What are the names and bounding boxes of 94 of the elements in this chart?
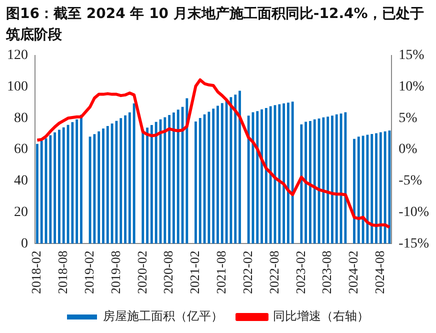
x-tick-label: 2020-02 <box>134 250 150 294</box>
bar <box>326 116 330 244</box>
x-tick-label: 2021-08 <box>214 250 229 294</box>
bar <box>93 134 96 244</box>
bar <box>370 134 374 244</box>
bar <box>362 136 364 244</box>
bar <box>286 102 290 244</box>
bar <box>264 108 268 244</box>
bar <box>54 132 56 244</box>
bar <box>234 94 237 244</box>
bar <box>132 103 136 244</box>
bar <box>220 103 224 244</box>
x-tick-label: 2024-08 <box>372 250 388 294</box>
y2-tick-label: 10% <box>398 79 425 94</box>
y-tick-label: 80 <box>14 110 28 126</box>
y-tick-label: 100 <box>7 79 28 94</box>
bar <box>269 106 272 244</box>
bar <box>366 134 369 244</box>
bar <box>80 114 82 244</box>
bar <box>71 122 74 244</box>
x-tick-label: 2022-02 <box>240 250 255 294</box>
y2-tick-label: 5% <box>398 110 418 126</box>
bar <box>247 116 250 244</box>
bar <box>168 115 171 244</box>
bar <box>62 127 65 244</box>
x-tick-label: 2024-02 <box>346 250 361 294</box>
bar <box>88 136 92 244</box>
bar <box>106 126 109 244</box>
y2-tick-label: 0% <box>398 142 418 158</box>
bar <box>164 117 166 244</box>
bar <box>154 122 158 244</box>
legend-label: 同比增速（右轴） <box>273 309 369 324</box>
y2-tick-label: 15% <box>398 48 425 64</box>
bar <box>172 112 175 244</box>
y2-tick-label: -10% <box>398 204 430 220</box>
bar <box>49 135 52 244</box>
bar <box>208 112 210 244</box>
bar <box>128 112 131 244</box>
bar <box>194 121 197 244</box>
bar <box>225 100 228 244</box>
bar <box>344 112 347 244</box>
x-tick-label: 2020-08 <box>160 250 176 294</box>
bar <box>230 97 232 244</box>
bar <box>120 118 122 244</box>
bar <box>313 119 316 244</box>
bar <box>150 125 153 244</box>
bar <box>353 138 356 244</box>
y2-tick-label: -15% <box>398 236 430 252</box>
x-tick-label: 2019-02 <box>81 250 96 294</box>
y2-tick-label: -5% <box>398 174 422 189</box>
bar <box>291 102 294 244</box>
bar <box>256 111 259 244</box>
x-tick-label: 2019-08 <box>108 250 123 294</box>
bar <box>98 131 100 244</box>
bar <box>176 110 180 244</box>
bar <box>260 109 263 244</box>
bar <box>102 128 104 244</box>
bar <box>357 136 360 244</box>
bar <box>331 116 334 244</box>
bar <box>375 133 378 244</box>
bar <box>379 132 382 244</box>
x-tick-label: 2018-08 <box>55 250 70 294</box>
bar <box>186 98 188 244</box>
x-tick-label: 2023-02 <box>292 250 308 294</box>
bar <box>198 118 202 244</box>
bar <box>76 119 78 244</box>
bar <box>238 90 241 244</box>
legend-label: 房屋施工面积（亿平） <box>103 309 223 324</box>
bar <box>216 106 219 244</box>
bar <box>335 114 338 244</box>
x-tick-label: 2023-08 <box>319 250 334 294</box>
bar <box>278 104 281 244</box>
bar <box>304 122 308 244</box>
chart-title: 图16：截至 2024 年 10 月末地产施工面积同比-12.4%，已处于筑底阶段 <box>4 5 425 44</box>
bar <box>124 115 126 244</box>
y-tick-label: 40 <box>14 174 28 189</box>
y-tick-label: 120 <box>7 48 28 64</box>
y-tick-label: 20 <box>14 204 28 220</box>
bar <box>58 130 60 244</box>
bar <box>110 123 114 244</box>
x-tick-label: 2021-02 <box>187 250 202 294</box>
bar <box>212 108 215 244</box>
x-tick-label: 2022-08 <box>266 250 282 294</box>
bar <box>36 144 38 244</box>
bar <box>282 103 286 244</box>
bar <box>40 140 43 244</box>
bar <box>300 124 303 244</box>
bar <box>384 131 386 244</box>
y-tick-label: 0 <box>21 236 28 252</box>
y-tick-label: 60 <box>14 142 28 158</box>
bar <box>309 120 312 244</box>
bar <box>322 117 325 244</box>
bar <box>146 128 148 244</box>
x-tick-label: 2018-02 <box>28 250 44 294</box>
